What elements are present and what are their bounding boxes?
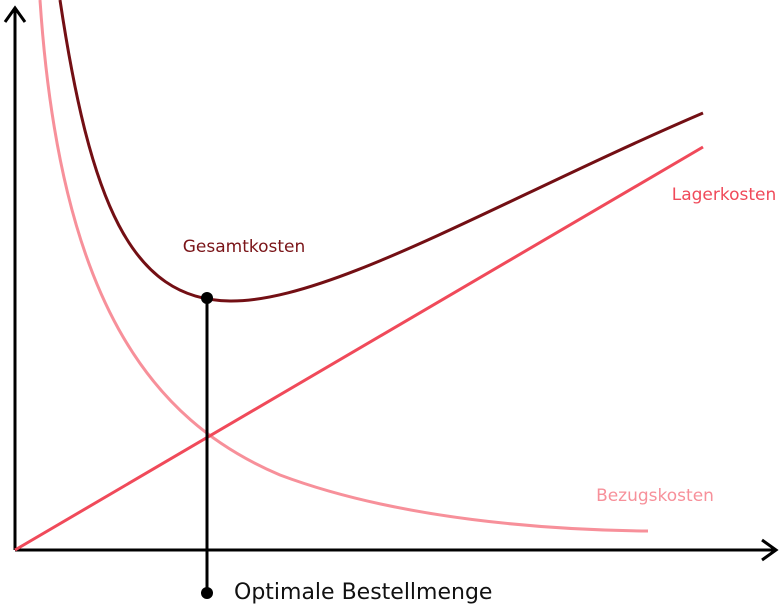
optimum-label: Optimale Bestellmenge: [234, 580, 492, 605]
procurement-cost-label: Bezugskosten: [596, 486, 714, 506]
storage-cost-line: [14, 145, 704, 552]
optimum-point: [201, 292, 213, 304]
storage-cost-label: Lagerkosten: [672, 185, 777, 205]
y-axis: [3, 5, 27, 550]
total-cost-curve: [58, 0, 704, 303]
total-cost-label: Gesamtkosten: [183, 237, 306, 257]
x-axis: [15, 538, 779, 562]
optimum-marker: [201, 587, 213, 599]
procurement-cost-curve: [38, 0, 649, 533]
